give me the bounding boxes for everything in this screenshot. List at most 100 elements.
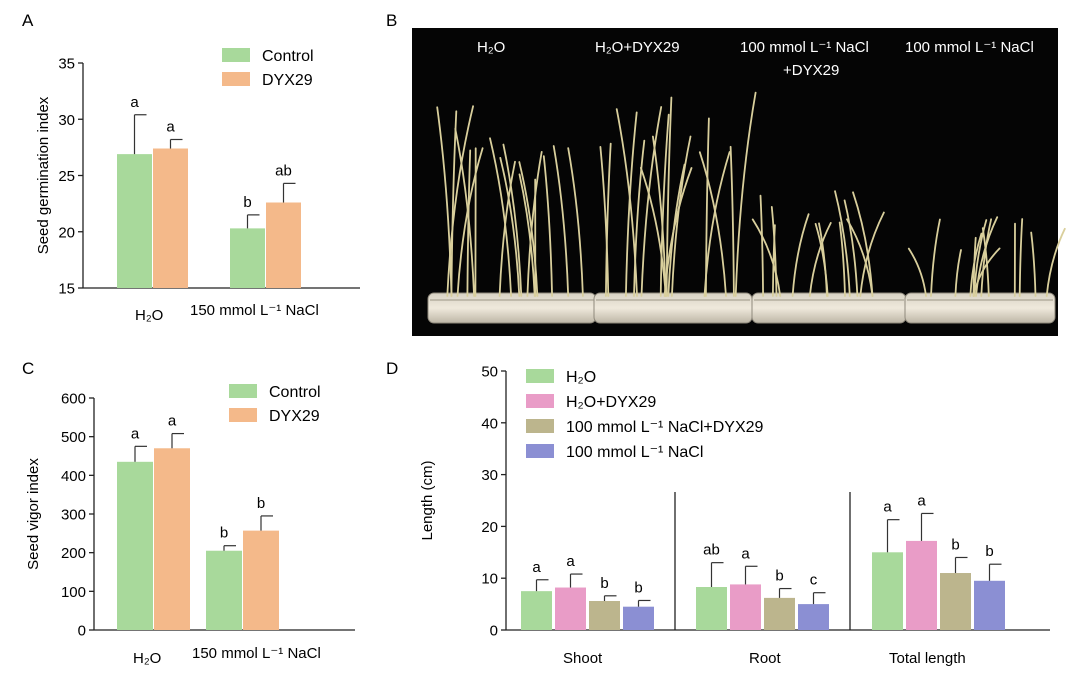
y-tick-label: 600 <box>61 391 86 408</box>
bar <box>154 448 190 630</box>
bar <box>266 202 301 288</box>
significance-letter: a <box>741 545 750 562</box>
panel-letter-c: C <box>22 359 34 378</box>
seedling <box>852 191 874 297</box>
bar <box>696 587 727 630</box>
seedling <box>542 155 553 297</box>
y-tick-label: 40 <box>481 415 498 432</box>
significance-letter: ab <box>703 542 720 559</box>
seedling-photo: H₂O H₂O+DYX29 100 mmol L⁻¹ NaCl +DYX29 1… <box>412 28 1066 336</box>
bar <box>153 148 188 288</box>
legend-swatch <box>222 48 250 62</box>
legend-swatch <box>526 444 554 458</box>
legend-swatch <box>526 394 554 408</box>
significance-letter: b <box>243 194 251 211</box>
bar <box>623 606 654 630</box>
legend-label: H₂O <box>566 369 596 386</box>
y-tick-label: 30 <box>481 467 498 484</box>
significance-letter: a <box>917 492 926 509</box>
bar <box>521 591 552 630</box>
significance-letter: a <box>168 413 177 430</box>
y-tick-label: 50 <box>481 364 498 381</box>
y-tick-label: 20 <box>481 519 498 536</box>
significance-letter: b <box>220 525 228 542</box>
seedling <box>498 160 516 297</box>
seedling <box>930 218 941 297</box>
y-axis-label: Seed vigor index <box>25 458 42 570</box>
seedling <box>446 105 474 297</box>
bar <box>764 597 795 630</box>
photo-label-h2o: H₂O <box>477 39 505 56</box>
x-tick-label: 150 mmol L⁻¹ NaCl <box>190 302 319 319</box>
seedling <box>1030 231 1037 297</box>
seedling <box>770 206 778 297</box>
significance-letter: a <box>883 499 892 516</box>
petri-dish <box>593 292 753 324</box>
significance-letter: b <box>600 575 608 592</box>
seedling <box>518 173 536 297</box>
seedling <box>436 106 453 297</box>
legend-label: DYX29 <box>262 72 313 89</box>
seedling <box>526 151 543 297</box>
photo-background <box>412 28 1058 336</box>
legend-swatch <box>229 408 257 422</box>
seedling <box>975 216 999 297</box>
significance-letter: a <box>532 559 541 576</box>
y-tick-label: 300 <box>61 507 86 524</box>
significance-letter: a <box>166 119 175 136</box>
seedling <box>818 222 828 297</box>
y-tick-label: 400 <box>61 468 86 485</box>
seedling <box>981 227 990 297</box>
seedling <box>834 190 851 297</box>
legend-swatch <box>222 72 250 86</box>
vigor-index-chart: 0 100 200 300 400 500 600 Seed vigor index a a b b H… <box>25 384 355 667</box>
seedling <box>665 96 673 297</box>
seedling <box>667 163 686 297</box>
significance-letter: a <box>566 553 575 570</box>
bar <box>906 540 937 630</box>
seedling <box>703 151 731 297</box>
panel-letter-a: A <box>22 11 34 30</box>
seedling <box>954 249 962 297</box>
seedling <box>969 232 983 297</box>
seedling <box>1045 227 1066 297</box>
bar <box>117 154 152 288</box>
x-tick-label: Root <box>749 650 782 667</box>
seedling <box>652 135 667 297</box>
y-tick-label: 0 <box>78 623 86 640</box>
y-tick-label: 35 <box>58 56 75 73</box>
legend-label: 100 mmol L⁻¹ NaCl <box>566 444 703 461</box>
seedling <box>456 147 484 297</box>
bar <box>230 228 265 288</box>
bar <box>117 461 153 630</box>
bar <box>555 587 586 630</box>
x-tick-label: Shoot <box>563 650 603 667</box>
legend-swatch <box>229 384 257 398</box>
seedling <box>973 219 988 297</box>
seedling <box>729 145 735 297</box>
seedling <box>980 218 992 297</box>
panel-letter-b: B <box>386 11 397 30</box>
bar <box>974 580 1005 630</box>
seedling <box>759 194 764 297</box>
significance-letter: b <box>634 579 642 596</box>
legend-label: 100 mmol L⁻¹ NaCl+DYX29 <box>566 419 764 436</box>
y-axis-label: Length (cm) <box>419 460 436 540</box>
panel-letter-d: D <box>386 359 398 378</box>
seedling <box>466 149 472 297</box>
significance-letter: ab <box>275 162 292 179</box>
x-tick-label: H₂O <box>133 650 161 667</box>
seedling <box>859 211 885 297</box>
y-tick-label: 20 <box>58 224 75 241</box>
seedling <box>907 247 927 297</box>
bar <box>872 552 903 630</box>
significance-letter: b <box>257 495 265 512</box>
y-tick-label: 10 <box>481 571 498 588</box>
seedling <box>499 157 521 297</box>
photo-label-nacl-dyx29-line1: 100 mmol L⁻¹ NaCl <box>740 39 869 56</box>
petri-dish <box>751 292 907 324</box>
bar <box>206 550 242 630</box>
legend-label: Control <box>262 48 314 65</box>
